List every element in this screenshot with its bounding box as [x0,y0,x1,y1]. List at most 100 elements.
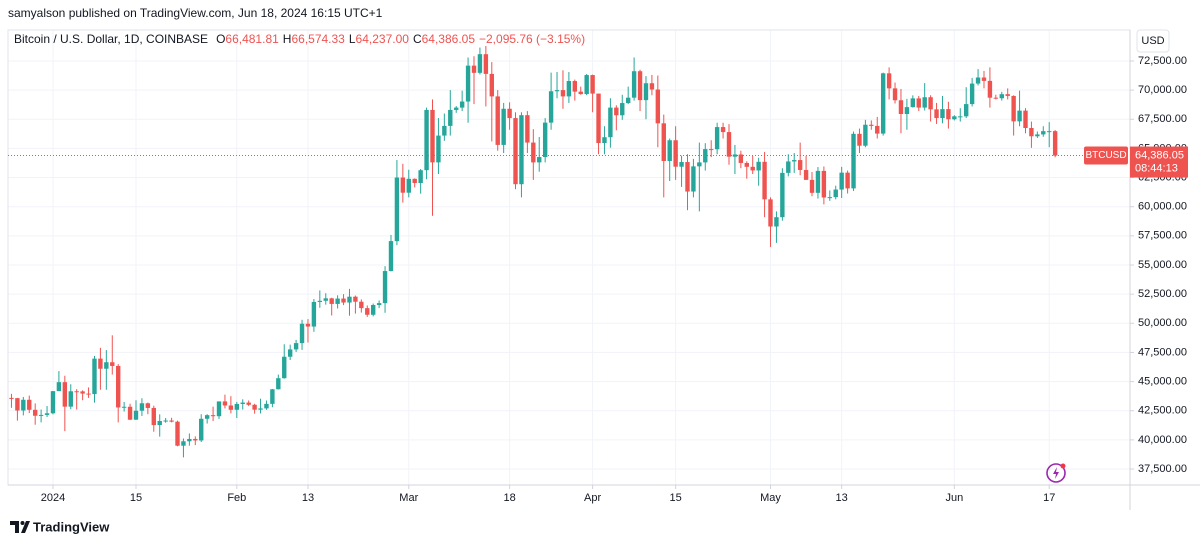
candle-body [98,358,103,369]
candle-body [270,389,275,404]
currency-button[interactable] [1136,29,1170,53]
candle-body [151,407,156,426]
countdown: 08:44:13 [1135,162,1178,174]
y-tick-label: 50,000.00 [1138,317,1187,329]
price-axis: 37,500.00 40,000.00 42,500.00 45,000.00 47,5… [1130,55,1187,475]
candle-body [1035,134,1040,137]
candle-body [946,109,951,120]
ticker-tag-bg [1084,146,1128,165]
y-tick-label: 55,000.00 [1138,259,1187,271]
candle-body [127,406,133,420]
y-tick-label: 70,000.00 [1138,84,1187,96]
candle-body [803,169,809,180]
candle-body [317,300,323,302]
candle-body [121,406,127,408]
candle-body [685,162,690,192]
candle-body [264,403,269,409]
candle-body [430,109,435,163]
x-tick-label: 15 [670,492,682,504]
candle-body [572,81,578,92]
candle-body [833,189,838,198]
candle-body [649,83,655,90]
candle-body [821,170,827,198]
candle-body [448,109,453,126]
candle-body [839,172,844,190]
candle-body [163,420,168,422]
candle-body [15,398,20,411]
candle-body [714,127,720,150]
candle-body [643,83,649,101]
candle-body [335,298,340,304]
candle-body [412,178,417,184]
candle-body [1023,110,1028,128]
candle-body [252,404,257,410]
candle-body [631,71,637,98]
y-tick-label: 42,500.00 [1138,405,1187,417]
candle-body [299,323,305,344]
candle-body [750,166,755,171]
candle-body [720,127,726,133]
candle-body [608,107,613,138]
candle-body [827,197,833,199]
alert-icon[interactable] [1046,463,1066,483]
candle-body [465,65,471,102]
candle-body [697,162,702,167]
candle-body [993,97,999,99]
candle-body [181,441,186,446]
candle-body [614,107,619,116]
candle-body [975,77,981,84]
candle-body [459,101,465,108]
candle-body [898,100,904,115]
candle-body [501,108,506,145]
candle-body [596,93,601,144]
y-tick-label: 37,500.00 [1138,463,1187,475]
candle-body [934,109,939,119]
candle-body [471,65,477,73]
legend-value: 66,574.33 [291,32,345,46]
candle-body [525,115,530,143]
legend-key: O [216,32,225,46]
x-tick-label: 13 [836,492,848,504]
candle-body [86,393,91,395]
legend-value: 64,386.05 [422,32,476,46]
candle-body [981,77,987,81]
candle-body [1029,127,1034,137]
candle-body [116,365,121,408]
candle-body [38,414,44,416]
candle-body [359,301,364,309]
candle-body [50,391,56,414]
alert-dot [1060,463,1066,469]
candle-body [145,403,151,408]
candle-body [210,415,216,417]
candle-body [679,162,684,167]
candle-body [199,418,204,441]
currency[interactable]: USD [1141,35,1164,47]
candle-body [542,122,548,158]
x-tick-label: 18 [503,492,515,504]
candle-body [1047,131,1052,133]
candle-body [726,132,732,157]
candle-body [738,154,744,163]
candle-body [999,94,1004,99]
candle-body [578,91,583,95]
y-tick-label: 67,500.00 [1138,113,1187,125]
candle-body [815,170,821,193]
x-tick-label: Mar [399,492,418,504]
candle-body [489,73,494,97]
candle-body [762,161,767,200]
candle-body [655,89,661,124]
candle-body [406,178,411,193]
candle-body [845,172,850,189]
candle-body [916,98,921,108]
candle-body [80,391,85,394]
candle-body [454,107,459,110]
last-price: 64,386.05 [1135,149,1184,161]
candle-body [661,123,666,161]
alert-ring [1046,463,1066,483]
candle-body [531,142,536,163]
candle-body [857,133,862,146]
candle-body [554,90,560,92]
candle-body [940,109,945,119]
